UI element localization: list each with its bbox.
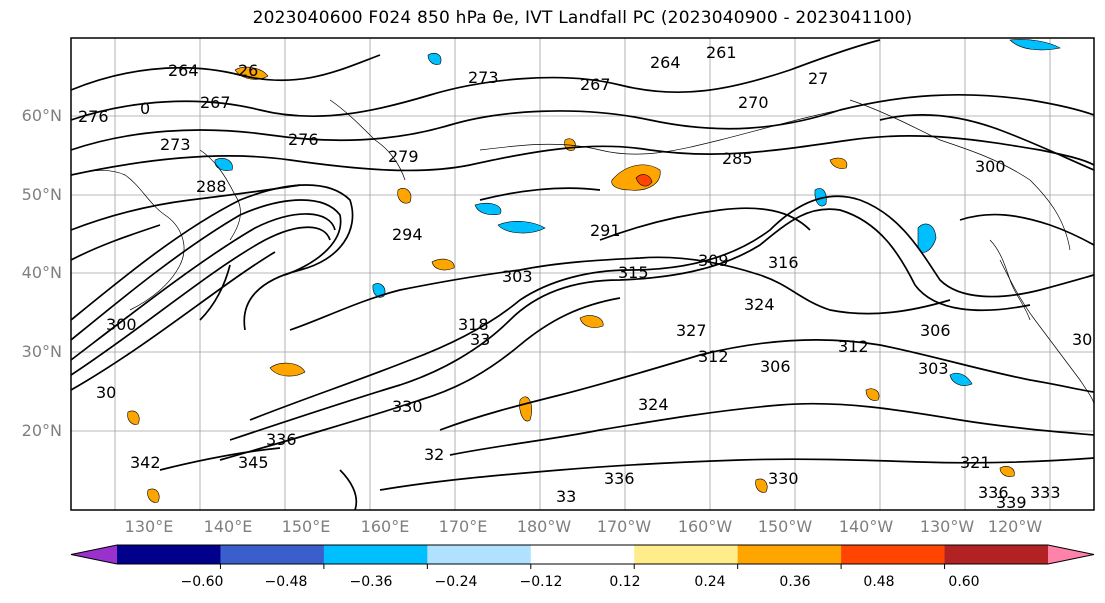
colorbar-tick-label: −0.36	[349, 574, 393, 590]
colorbar-outline	[70, 544, 1095, 565]
contour-label: 324	[638, 395, 669, 414]
colorbar-tick-label: 0.36	[779, 574, 811, 590]
contour-label: 270	[738, 93, 769, 112]
contour-label: 336	[266, 430, 297, 449]
lon-label: 150°E	[281, 517, 331, 536]
contour-label: 339	[996, 493, 1027, 512]
colorbar-segment	[427, 545, 532, 564]
contour-label: 273	[160, 135, 191, 154]
graticule	[71, 38, 1094, 510]
lon-label: 160°W	[677, 517, 733, 536]
colorbar-tick-label: 0.60	[948, 574, 980, 590]
contour-label: 306	[1072, 330, 1103, 349]
contour-label: 303	[918, 359, 949, 378]
contour-label: 30	[96, 383, 116, 402]
colorbar-segment	[323, 545, 428, 564]
contour-label: 33	[470, 330, 490, 349]
contour-label: 276	[288, 130, 319, 149]
colorbar-segment	[117, 545, 221, 564]
lat-label: 50°N	[21, 185, 62, 204]
lon-label: 170°E	[438, 517, 488, 536]
contour-label: 279	[388, 147, 419, 166]
colorbar-extend-max	[1048, 545, 1094, 564]
plot-title: 2023040600 F024 850 hPa θe, IVT Landfall…	[252, 8, 913, 28]
contour-label: 306	[920, 321, 951, 340]
colorbar-tick-label: −0.24	[434, 574, 478, 590]
contour-label: 0	[140, 99, 150, 118]
colorbar-tick-label: 0.24	[694, 574, 726, 590]
contour-label: 315	[618, 263, 649, 282]
contour-label: 261	[706, 43, 737, 62]
contour-label: 267	[580, 75, 611, 94]
contour-label: 333	[1030, 483, 1061, 502]
lon-label: 170°W	[596, 517, 652, 536]
contour-label: 324	[744, 295, 775, 314]
contour-label: 336	[604, 469, 635, 488]
lat-label: 60°N	[21, 106, 62, 125]
lat-label: 40°N	[21, 263, 62, 282]
contour-label: 32	[424, 445, 444, 464]
map-frame	[70, 37, 1095, 511]
lon-label: 150°W	[757, 517, 813, 536]
contour-label: 267	[200, 93, 231, 112]
lon-label: 160°E	[360, 517, 410, 536]
theta-e-contours	[71, 39, 1094, 510]
contour-label: 291	[590, 221, 621, 240]
contour-label: 327	[676, 321, 707, 340]
contour-label: 276	[78, 107, 109, 126]
contour-label: 33	[556, 487, 576, 506]
colorbar-segment	[530, 545, 635, 564]
contour-label: 330	[392, 397, 423, 416]
coastlines	[71, 99, 1094, 406]
contour-label: 264	[650, 53, 681, 72]
colorbar-segment	[841, 545, 946, 564]
contour-label: 27	[808, 69, 828, 88]
colorbar-segment	[634, 545, 739, 564]
contour-label: 26	[238, 61, 258, 80]
colorbar-tick-label: 0.12	[609, 574, 641, 590]
contour-label: 294	[392, 225, 423, 244]
contour-label: 309	[698, 251, 729, 270]
colorbar-tick-label: 0.48	[863, 574, 895, 590]
contour-label: 342	[130, 453, 161, 472]
contour-label: 288	[196, 177, 227, 196]
contour-label: 345	[238, 453, 269, 472]
contour-label: 306	[760, 357, 791, 376]
contour-label: 330	[768, 469, 799, 488]
contour-label: 312	[838, 337, 869, 356]
contour-label: 273	[468, 68, 499, 87]
lat-label: 20°N	[21, 421, 62, 440]
contour-label: 321	[960, 453, 991, 472]
lon-label: 140°E	[203, 517, 253, 536]
colorbar-segment	[737, 545, 842, 564]
lon-label: 130°E	[124, 517, 174, 536]
colorbar-tick-label: −0.60	[180, 574, 224, 590]
lon-label: 130°W	[919, 517, 975, 536]
contour-label: 300	[975, 157, 1006, 176]
ivt-shading	[127, 39, 1061, 503]
contour-label-group: 264 26 267 276 0 273 276 279 288 273 267…	[78, 43, 1103, 512]
contour-label: 285	[722, 149, 753, 168]
contour-label: 336	[978, 483, 1009, 502]
contour-label: 312	[698, 347, 729, 366]
contour-label: 316	[768, 253, 799, 272]
colorbar-tick-label: −0.12	[519, 574, 563, 590]
colorbar-segment	[944, 545, 1049, 564]
contour-label: 264	[168, 61, 199, 80]
lon-label: 140°W	[838, 517, 894, 536]
contour-label: 318	[458, 315, 489, 334]
colorbar	[70, 544, 1095, 569]
colorbar-extend-min	[71, 545, 117, 564]
colorbar-tick-label: −0.48	[264, 574, 308, 590]
contour-label: 300	[106, 315, 137, 334]
colorbar-segment	[220, 545, 325, 564]
lon-label: 120°W	[987, 517, 1043, 536]
lon-label: 180°W	[516, 517, 572, 536]
lat-label: 30°N	[21, 342, 62, 361]
contour-label: 303	[502, 267, 533, 286]
